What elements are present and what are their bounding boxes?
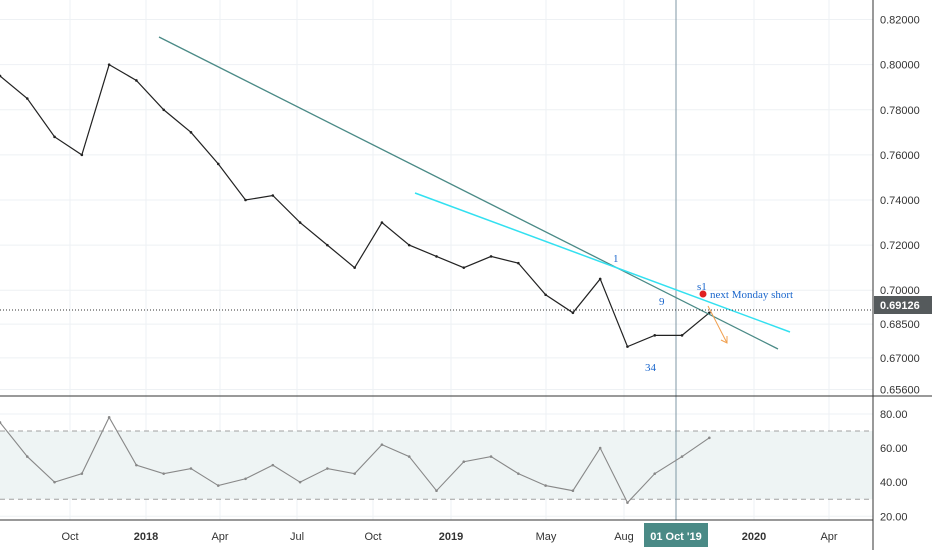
rsi-point: [353, 472, 356, 475]
rsi-point: [135, 463, 138, 467]
rsi-point: [571, 489, 575, 493]
rsi-axis: 80.00 60.00 40.00 20.00: [880, 409, 908, 523]
rsi-point: [107, 416, 111, 419]
price-point: [135, 79, 138, 82]
price-tick-label: 0.74000: [880, 195, 920, 207]
price-tick-label: 0.82000: [880, 15, 920, 27]
price-tick-label: 0.76000: [880, 150, 920, 162]
last-price-value: 0.69126: [880, 300, 920, 312]
rsi-point: [489, 455, 493, 458]
last-price-badge: 0.69126: [874, 296, 932, 314]
price-tick-label: 0.67000: [880, 353, 920, 365]
rsi-point: [680, 455, 684, 458]
wave-label-34: 34: [645, 362, 657, 374]
short-trendline[interactable]: [414, 192, 791, 333]
price-point: [353, 266, 356, 269]
price-point: [544, 293, 547, 297]
rsi-points: [0, 416, 711, 504]
long-trendline[interactable]: [158, 36, 779, 350]
rsi-tick-label: 80.00: [880, 409, 908, 421]
time-tick-label: May: [536, 531, 557, 543]
price-tick-label: 0.68500: [880, 319, 920, 331]
crosshair-date-badge: 01 Oct '19: [644, 523, 708, 547]
price-point: [107, 63, 111, 66]
price-point: [571, 311, 575, 315]
price-points: [0, 63, 711, 348]
rsi-point: [80, 472, 84, 475]
rsi-point: [244, 477, 247, 481]
time-tick-label: 2018: [134, 531, 158, 543]
rsi-tick-label: 60.00: [880, 443, 908, 455]
rsi-tick-label: 20.00: [880, 511, 908, 523]
time-tick-label: Jul: [290, 531, 304, 543]
rsi-point: [162, 472, 165, 475]
price-series-line: [0, 63, 710, 348]
rsi-point: [407, 455, 411, 458]
rsi-point: [271, 463, 275, 467]
price-point: [326, 243, 329, 247]
price-axis: 0.82000 0.80000 0.78000 0.76000 0.74000 …: [880, 15, 920, 397]
rsi-point: [626, 501, 629, 504]
price-point: [0, 74, 2, 78]
price-tick-label: 0.78000: [880, 105, 920, 117]
price-point: [216, 162, 220, 166]
rsi-point: [708, 436, 711, 440]
rsi-point: [25, 455, 29, 458]
price-point: [489, 255, 493, 258]
price-point: [244, 198, 247, 202]
price-point: [626, 345, 629, 348]
price-point: [80, 153, 84, 157]
wave-label-1: 1: [613, 253, 619, 265]
time-tick-label: Oct: [61, 531, 78, 543]
rsi-point: [653, 472, 657, 475]
rsi-point: [0, 421, 2, 424]
time-tick-label: Oct: [364, 531, 381, 543]
rsi-point: [298, 480, 302, 484]
price-point: [271, 194, 275, 197]
time-tick-label: Aug: [614, 531, 634, 543]
rsi-point: [462, 460, 466, 464]
time-tick-label: Apr: [820, 531, 837, 543]
rsi-point: [53, 480, 56, 484]
time-tick-label: 2020: [742, 531, 766, 543]
crosshair-date: 01 Oct '19: [650, 531, 702, 543]
price-point: [462, 266, 466, 269]
rsi-tick-label: 40.00: [880, 477, 908, 489]
rsi-point: [189, 467, 193, 470]
price-tick-label: 0.70000: [880, 285, 920, 297]
price-point: [298, 221, 302, 224]
time-tick-label: Apr: [211, 531, 228, 543]
price-point: [598, 277, 602, 281]
projection-arrow: [707, 305, 728, 344]
rsi-point: [517, 472, 520, 475]
price-tick-label: 0.80000: [880, 60, 920, 72]
price-point: [53, 135, 56, 139]
price-point: [162, 108, 165, 112]
price-point: [407, 243, 411, 247]
rsi-point: [326, 467, 329, 470]
price-point: [653, 334, 657, 337]
wave-label-9: 9: [659, 296, 665, 308]
price-point: [380, 221, 384, 224]
signal-dot[interactable]: [699, 290, 707, 298]
price-point: [435, 255, 438, 258]
price-tick-label: 0.72000: [880, 240, 920, 252]
rsi-point: [380, 443, 384, 446]
price-point: [680, 334, 684, 337]
price-point: [25, 97, 29, 100]
price-point: [189, 131, 193, 134]
rsi-point: [544, 484, 547, 487]
rsi-point: [216, 484, 220, 487]
price-tick-label: 0.65600: [880, 384, 920, 396]
next-monday-short-note: next Monday short: [710, 289, 793, 301]
rsi-point: [598, 446, 602, 450]
time-tick-label: 2019: [439, 531, 463, 543]
wave-label-s1: s1: [697, 281, 707, 293]
rsi-point: [435, 489, 438, 493]
rsi-band: [0, 431, 873, 500]
price-point: [517, 261, 520, 265]
time-axis: Oct 2018 Apr Jul Oct 2019 May Aug 2020 A…: [61, 531, 837, 543]
